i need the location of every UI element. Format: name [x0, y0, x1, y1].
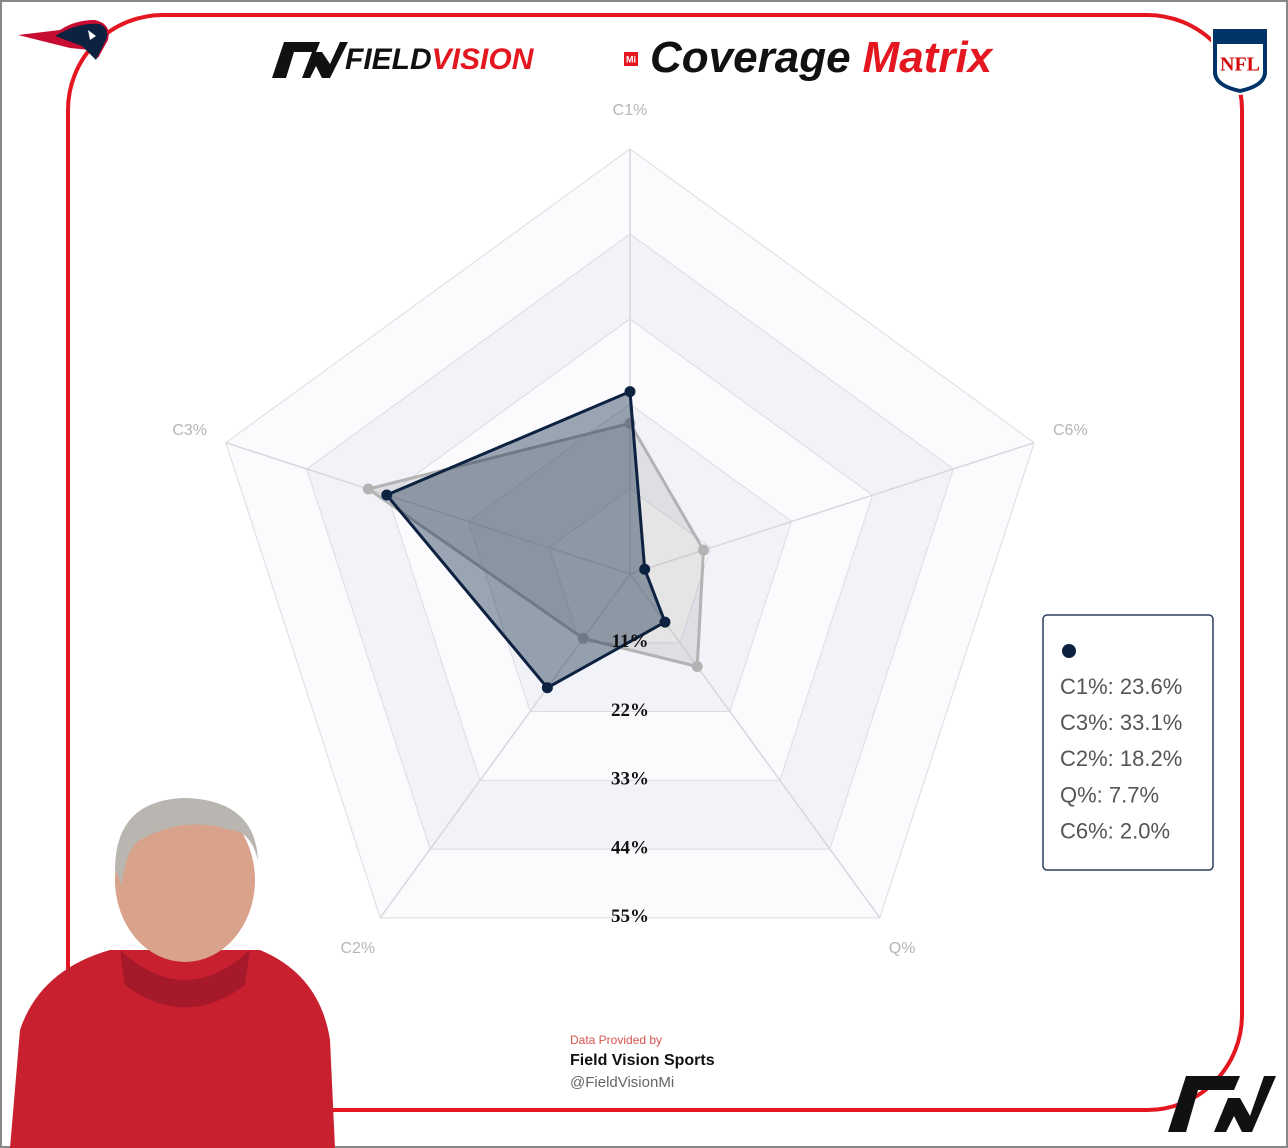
- tooltip-line: C6%: 2.0%: [1060, 819, 1170, 844]
- footer-provided: Data Provided by: [570, 1033, 662, 1047]
- series-point: [577, 632, 589, 644]
- series-point: [697, 544, 709, 556]
- tooltip-line: C3%: 33.1%: [1060, 710, 1182, 735]
- brand-icon: [272, 42, 348, 78]
- title-accent: Matrix: [863, 33, 994, 82]
- series-point: [362, 483, 374, 495]
- ring-label: 33%: [611, 769, 649, 790]
- footer: Data Provided by Field Vision Sports @Fi…: [570, 1033, 1276, 1132]
- brand-vision: VISION: [432, 43, 535, 76]
- brand-badge: [624, 52, 638, 66]
- series-point: [691, 661, 703, 673]
- series-point: [624, 386, 636, 398]
- tooltip-line: C2%: 18.2%: [1060, 746, 1182, 771]
- title-main: Coverage: [650, 33, 851, 82]
- title: Coverage Matrix: [650, 33, 994, 82]
- corner-logo: [1168, 1076, 1276, 1132]
- axis-spoke: [225, 441, 631, 575]
- series-point: [541, 682, 553, 694]
- axis-spoke: [629, 441, 1035, 575]
- brand-name: FIELDVISION: [345, 43, 535, 76]
- series-point: [659, 616, 671, 628]
- tooltip-box: [1042, 614, 1214, 871]
- radar-chart: C1% C6% Q% C2% C3% 11% 22% 33% 44% 55%: [172, 102, 1087, 957]
- coach-figure: [10, 798, 335, 1148]
- ring-label: 22%: [611, 700, 649, 721]
- tooltip: C1%: 23.6% C3%: 33.1% C2%: 18.2% Q%: 7.7% C6…: [1042, 614, 1214, 871]
- series-area: [366, 421, 705, 668]
- tooltip-line: C1%: 23.6%: [1060, 674, 1182, 699]
- ring-label: 11%: [612, 631, 649, 652]
- tooltip-line: Q%: 7.7%: [1060, 782, 1159, 807]
- series-area: [385, 390, 667, 690]
- axis-spoke: [379, 573, 631, 919]
- series-point: [639, 563, 651, 575]
- team-logo: [18, 20, 109, 60]
- axis-label: C6%: [1053, 422, 1088, 439]
- league-text: NFL: [1220, 54, 1260, 76]
- axis-spoke: [629, 573, 881, 919]
- axis-label: C2%: [341, 940, 376, 957]
- footer-company: Field Vision Sports: [570, 1052, 715, 1069]
- header: FIELDVISION Mi Coverage Matrix: [272, 33, 994, 82]
- axis-label: Q%: [889, 940, 916, 957]
- tooltip-swatch: [1062, 644, 1076, 658]
- axis-label: C3%: [172, 422, 207, 439]
- footer-handle: @FieldVisionMi: [570, 1074, 674, 1091]
- league-logo: NFL: [1211, 27, 1269, 96]
- brand-mi: Mi: [626, 54, 636, 64]
- series-point: [381, 489, 393, 501]
- ring-label: 55%: [611, 906, 649, 927]
- ring-label: 44%: [611, 837, 649, 858]
- axis-label: C1%: [613, 102, 648, 119]
- brand-field: FIELD: [345, 43, 432, 76]
